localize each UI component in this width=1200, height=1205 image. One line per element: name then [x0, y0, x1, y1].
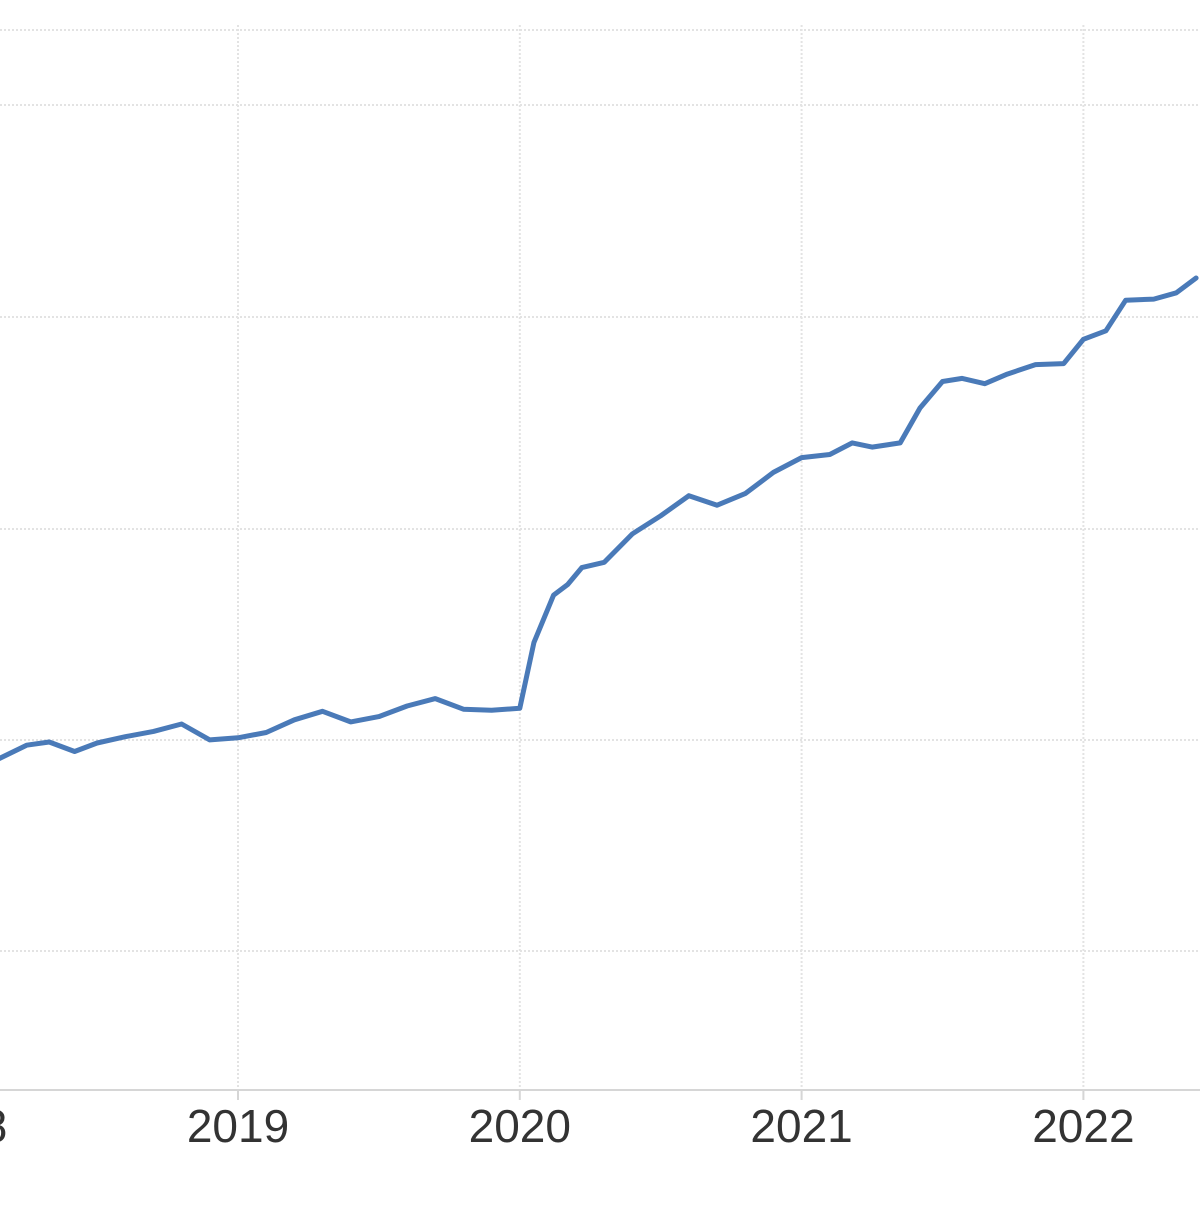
series-layer	[0, 275, 1199, 761]
x-tick-label: 2022	[1032, 1100, 1134, 1152]
x-tick-label: 2019	[187, 1100, 289, 1152]
x-tick-label: 2021	[750, 1100, 852, 1152]
x-axis: 2018 2019 2020 2021 2022	[0, 1089, 1200, 1152]
x-tick-label: 2018	[0, 1100, 7, 1152]
series-line	[0, 275, 1199, 761]
x-tick-label: 2020	[469, 1100, 571, 1152]
grid	[0, 25, 1200, 1090]
